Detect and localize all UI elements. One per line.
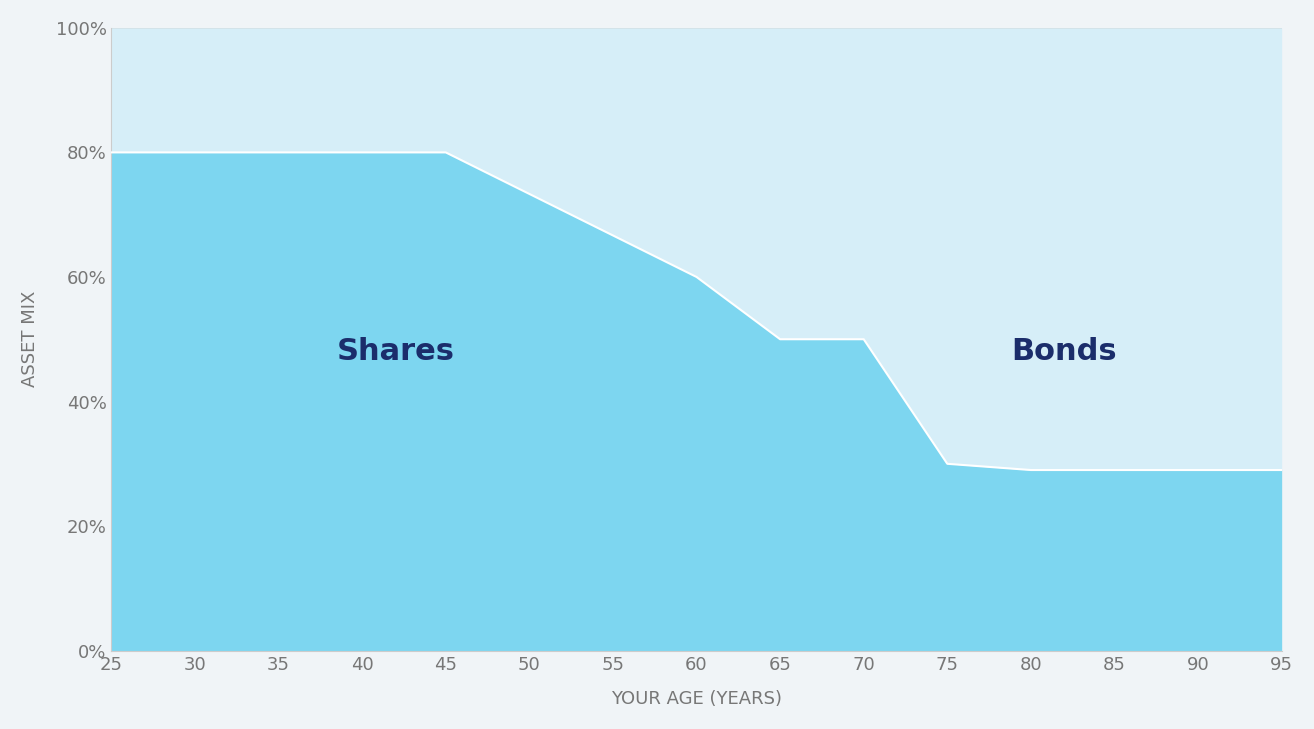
Text: Bonds: Bonds xyxy=(1012,338,1117,366)
Text: Shares: Shares xyxy=(336,338,455,366)
Y-axis label: ASSET MIX: ASSET MIX xyxy=(21,291,39,387)
X-axis label: YOUR AGE (YEARS): YOUR AGE (YEARS) xyxy=(611,690,782,708)
